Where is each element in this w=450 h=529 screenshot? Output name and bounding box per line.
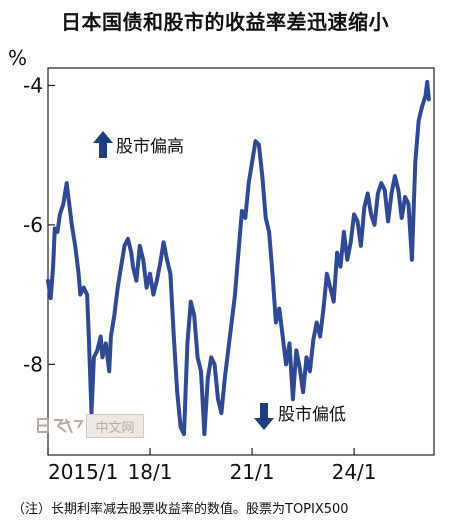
y-tick-label: -4 [23, 73, 43, 97]
series-line [46, 79, 431, 437]
arrow-up-icon [93, 131, 113, 158]
arrow-down-icon [254, 403, 274, 430]
annotation-high-text: 股市偏高 [116, 137, 184, 157]
x-axis: 2015/1 18/1 21/1 24/1 [47, 448, 377, 484]
x-tick-label: 21/1 [230, 460, 275, 484]
annotation-low: 股市偏低 [254, 403, 346, 430]
y-unit-label: % [8, 46, 28, 70]
y-tick-label: -8 [23, 352, 43, 376]
x-tick-label: 24/1 [332, 460, 377, 484]
annotation-low-text: 股市偏低 [278, 405, 346, 425]
series-layer [46, 79, 431, 437]
x-tick-label: 2015/1 [48, 460, 118, 484]
x-tick-label: 18/1 [128, 460, 173, 484]
y-tick-label: -6 [23, 213, 43, 237]
footnote: （注）长期利率减去股票收益率的数值。股票为TOPIX500 [12, 502, 349, 517]
plot-frame [47, 67, 435, 456]
watermark-box: 中文网 [86, 414, 144, 438]
watermark-text: 中文网 [95, 421, 135, 436]
watermark-logo [37, 418, 84, 434]
y-axis: -4 -6 -8 [23, 73, 55, 376]
chart-title: 日本国债和股市的收益率差迅速缩小 [61, 10, 389, 34]
annotation-high: 股市偏高 [93, 131, 184, 158]
